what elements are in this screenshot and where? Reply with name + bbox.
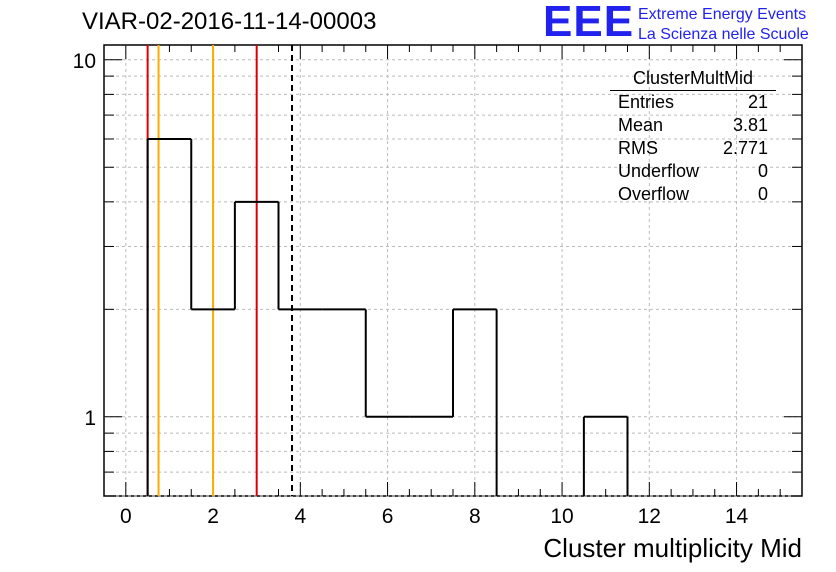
y-tick-label: 1 (84, 407, 96, 430)
stats-value: 0 (757, 184, 768, 204)
x-tick-label: 0 (120, 505, 132, 528)
stats-label: Mean (618, 115, 664, 135)
stats-value: 21 (747, 92, 768, 112)
logo-line-1: Extreme Energy Events (638, 6, 807, 23)
stats-label: Entries (618, 92, 675, 112)
stats-box: ClusterMultMid Entries 21 Mean 3.81 RMS … (610, 67, 776, 206)
y-tick-label: 10 (73, 50, 96, 73)
x-tick-label: 2 (207, 505, 219, 528)
eee-logo: EEE Extreme Energy Events La Scienza nel… (543, 0, 833, 44)
x-tick-label: 10 (550, 505, 573, 528)
stats-row: Mean 3.81 (610, 114, 776, 137)
logo-line-2: La Scienza nelle Scuole (638, 26, 809, 43)
stats-row: Underflow 0 (610, 160, 776, 183)
stats-row: Entries 21 (610, 91, 776, 114)
histogram (146, 137, 629, 496)
marker-lines (146, 45, 294, 496)
x-tick-label: 4 (294, 505, 306, 528)
stats-value: 2.771 (722, 138, 768, 158)
x-tick-label: 8 (469, 505, 481, 528)
stats-label: RMS (618, 138, 658, 158)
x-tick-label: 12 (638, 505, 661, 528)
stats-value: 3.81 (732, 115, 768, 135)
stats-value: 0 (757, 161, 768, 181)
x-axis-label: Cluster multiplicity Mid (543, 533, 802, 563)
stats-label: Overflow (618, 184, 690, 204)
stats-label: Underflow (618, 161, 700, 181)
stats-row: RMS 2.771 (610, 137, 776, 160)
x-tick-label: 6 (382, 505, 394, 528)
stats-title: ClusterMultMid (610, 67, 776, 91)
logo-mark: EEE (543, 0, 635, 46)
run-title: VIAR-02-2016-11-14-00003 (82, 8, 377, 35)
x-tick-label: 14 (725, 505, 749, 528)
stats-row: Overflow 0 (610, 183, 776, 206)
tick-labels: 0 2 4 6 8 10 12 14 1 10 (73, 50, 749, 528)
